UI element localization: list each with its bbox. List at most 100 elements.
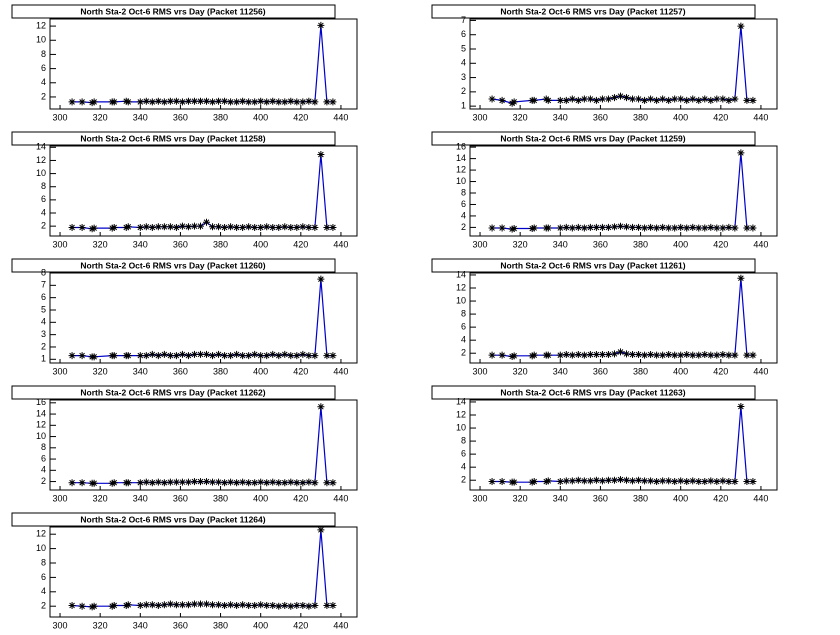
star-marker: [562, 223, 570, 231]
star-marker: [110, 601, 118, 609]
star-marker: [251, 350, 259, 358]
star-marker: [641, 224, 649, 232]
star-marker: [329, 479, 337, 487]
y-tick-label: 4: [41, 465, 46, 475]
x-tick-label: 340: [133, 112, 148, 122]
star-marker: [166, 352, 174, 360]
x-tick-label: 380: [213, 112, 228, 122]
star-marker: [592, 223, 600, 231]
x-tick-label: 380: [213, 366, 228, 376]
x-tick-label: 300: [473, 112, 488, 122]
star-marker: [580, 477, 588, 485]
star-marker: [725, 223, 733, 231]
star-marker: [293, 352, 301, 360]
chart-title: North Sta-2 Oct-6 RMS vrs Day (Packet 11…: [500, 387, 685, 397]
chart-title: North Sta-2 Oct-6 RMS vrs Day (Packet 11…: [500, 133, 685, 143]
star-marker: [749, 351, 757, 359]
star-marker: [574, 351, 582, 359]
star-marker: [528, 225, 536, 233]
star-marker: [78, 602, 86, 610]
star-marker: [269, 223, 277, 231]
star-marker: [172, 601, 180, 609]
star-marker: [269, 478, 277, 486]
y-tick-label: 14: [456, 269, 466, 279]
x-tick-label: 360: [173, 620, 188, 630]
star-marker: [68, 601, 76, 609]
y-tick-label: 14: [456, 396, 466, 406]
star-marker: [275, 98, 283, 106]
star-marker: [713, 95, 721, 103]
star-marker: [743, 478, 751, 486]
star-marker: [299, 350, 307, 358]
star-marker: [719, 351, 727, 359]
star-marker: [203, 350, 211, 358]
star-marker: [209, 98, 217, 106]
y-tick-label: 4: [461, 58, 466, 68]
star-marker: [568, 351, 576, 359]
star-marker: [604, 223, 612, 231]
star-marker: [190, 97, 198, 105]
x-tick-label: 420: [293, 112, 308, 122]
star-marker: [695, 96, 703, 104]
star-marker: [653, 96, 661, 104]
star-marker: [707, 351, 715, 359]
star-marker: [245, 223, 253, 231]
plot-frame: [49, 18, 358, 110]
x-tick-label: 440: [753, 239, 768, 249]
x-tick-label: 420: [713, 493, 728, 503]
x-tick-label: 320: [93, 239, 108, 249]
star-marker: [124, 98, 132, 106]
star-marker: [148, 223, 156, 231]
y-tick-label: 12: [456, 282, 466, 292]
star-marker: [641, 351, 649, 359]
y-tick-label: 12: [36, 155, 46, 165]
star-marker: [233, 479, 241, 487]
x-tick-label: 400: [253, 620, 268, 630]
y-tick-label: 6: [41, 572, 46, 582]
chart-panel: North Sta-2 Oct-6 RMS vrs Day (Packet 11…: [431, 131, 778, 249]
star-marker: [659, 223, 667, 231]
star-marker: [233, 601, 241, 609]
star-marker: [251, 479, 259, 487]
x-tick-label: 440: [333, 620, 348, 630]
x-tick-label: 320: [513, 112, 528, 122]
star-marker: [623, 94, 631, 102]
x-tick-label: 420: [713, 112, 728, 122]
star-marker: [731, 478, 739, 486]
x-tick-label: 380: [633, 112, 648, 122]
star-marker: [574, 223, 582, 231]
star-marker: [178, 222, 186, 230]
star-marker: [498, 478, 506, 486]
star-marker: [707, 223, 715, 231]
y-tick-label: 4: [461, 462, 466, 472]
star-marker: [592, 351, 600, 359]
y-tick-label: 10: [456, 295, 466, 305]
star-marker: [510, 352, 518, 360]
y-tick-label: 5: [41, 304, 46, 314]
star-marker: [269, 350, 277, 358]
x-tick-label: 300: [473, 366, 488, 376]
x-tick-label: 380: [633, 493, 648, 503]
star-marker: [604, 476, 612, 484]
y-tick-label: 2: [461, 222, 466, 232]
x-tick-label: 380: [633, 366, 648, 376]
star-marker: [263, 352, 271, 360]
star-marker: [311, 601, 319, 609]
x-tick-label: 300: [53, 493, 68, 503]
star-marker: [68, 223, 76, 231]
star-marker: [136, 98, 144, 106]
star-marker: [677, 477, 685, 485]
star-marker: [305, 97, 313, 105]
star-marker: [124, 223, 132, 231]
star-marker: [110, 479, 118, 487]
star-marker: [221, 352, 229, 360]
star-marker: [184, 601, 192, 609]
star-marker: [293, 98, 301, 106]
star-marker: [305, 602, 313, 610]
star-marker: [227, 601, 235, 609]
star-marker: [317, 151, 325, 159]
star-marker: [623, 350, 631, 358]
y-tick-label: 6: [461, 449, 466, 459]
x-tick-label: 300: [53, 620, 68, 630]
star-marker: [641, 477, 649, 485]
